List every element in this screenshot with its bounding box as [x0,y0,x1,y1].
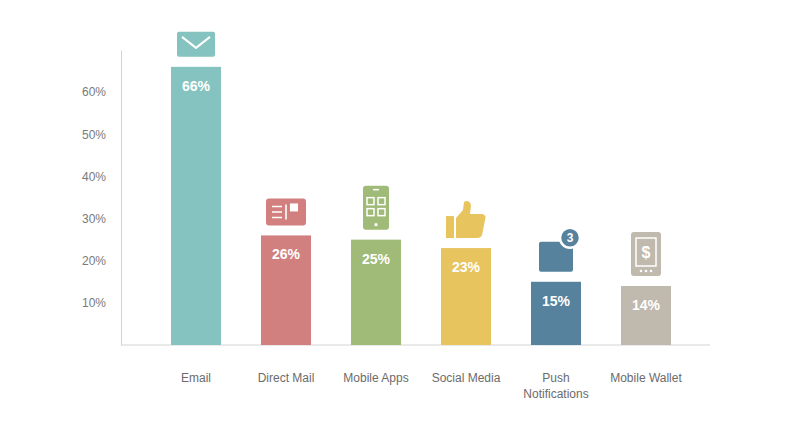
icon-detail [182,37,210,48]
bars [171,67,671,345]
y-tick: 40% [82,170,121,184]
x-tick-label: Email [181,371,211,385]
y-tick-label: 30% [82,212,106,226]
y-tick-label: 60% [82,85,106,99]
y-axis-line [121,51,122,346]
x-tick-label: Social Media [432,371,501,385]
icon-body [177,32,215,57]
icon [177,32,215,57]
data-label: 14% [632,297,661,313]
x-tick-label: Direct Mail [258,371,315,385]
annotation: 3 [567,231,574,245]
bar [351,240,401,345]
icon-detail [636,238,656,266]
icon [266,198,306,225]
data-label: 66% [182,78,211,94]
icon-detail [645,270,648,273]
icons [177,32,661,276]
data-label: 26% [272,246,301,262]
x-tick-label: Mobile Apps [343,371,408,385]
data-label: 23% [452,259,481,275]
x-tick-label-line: Notifications [523,387,588,401]
icon [446,201,486,238]
y-tick: 60% [82,85,121,99]
icon-detail [290,203,298,211]
icon-body [631,232,661,276]
icon [631,232,661,276]
bar [441,248,491,345]
icon-detail [650,270,653,273]
y-tick: 20% [82,254,121,268]
icon-detail [373,189,379,191]
y-tick: 50% [82,128,121,142]
icon-body [266,198,306,225]
y-tick: 30% [82,212,121,226]
x-axis: Email Direct Mail Mobile Apps Social Media P… [181,371,682,401]
y-tick-label: 20% [82,254,106,268]
data-labels: 66% 26% 25% 23% 15% 14% [182,78,661,313]
y-tick-label: 10% [82,296,106,310]
icon-badge [560,228,580,248]
icon-body [456,201,486,238]
y-tick: 10% [82,296,121,310]
y-tick-label: 50% [82,128,106,142]
x-tick-label: Push Notifications [523,371,588,401]
data-label: 25% [362,251,391,267]
annotation: $ [642,244,651,261]
bar [621,286,671,345]
icon-detail [640,270,643,273]
x-tick-label-line: Push [542,371,569,385]
chart: 10% 20% 30% 40% 50% 60% 3 $66% 26% 25% 23% 15% 14% Em… [0,0,800,425]
icon-detail [367,198,374,205]
icon-body [446,216,454,238]
icon-detail [367,209,374,216]
icon-detail [378,198,385,205]
y-tick-label: 40% [82,170,106,184]
icon-detail [272,204,286,219]
bar [171,67,221,345]
bar [261,235,311,345]
data-label: 15% [542,293,571,309]
bar [531,282,581,345]
y-axis: 10% 20% 30% 40% 50% 60% [82,51,122,346]
icon [363,186,389,230]
icon [539,228,580,272]
x-tick-label: Mobile Wallet [610,371,682,385]
icon-body [363,186,389,230]
icon-detail [374,223,377,226]
icon-detail [378,209,385,216]
